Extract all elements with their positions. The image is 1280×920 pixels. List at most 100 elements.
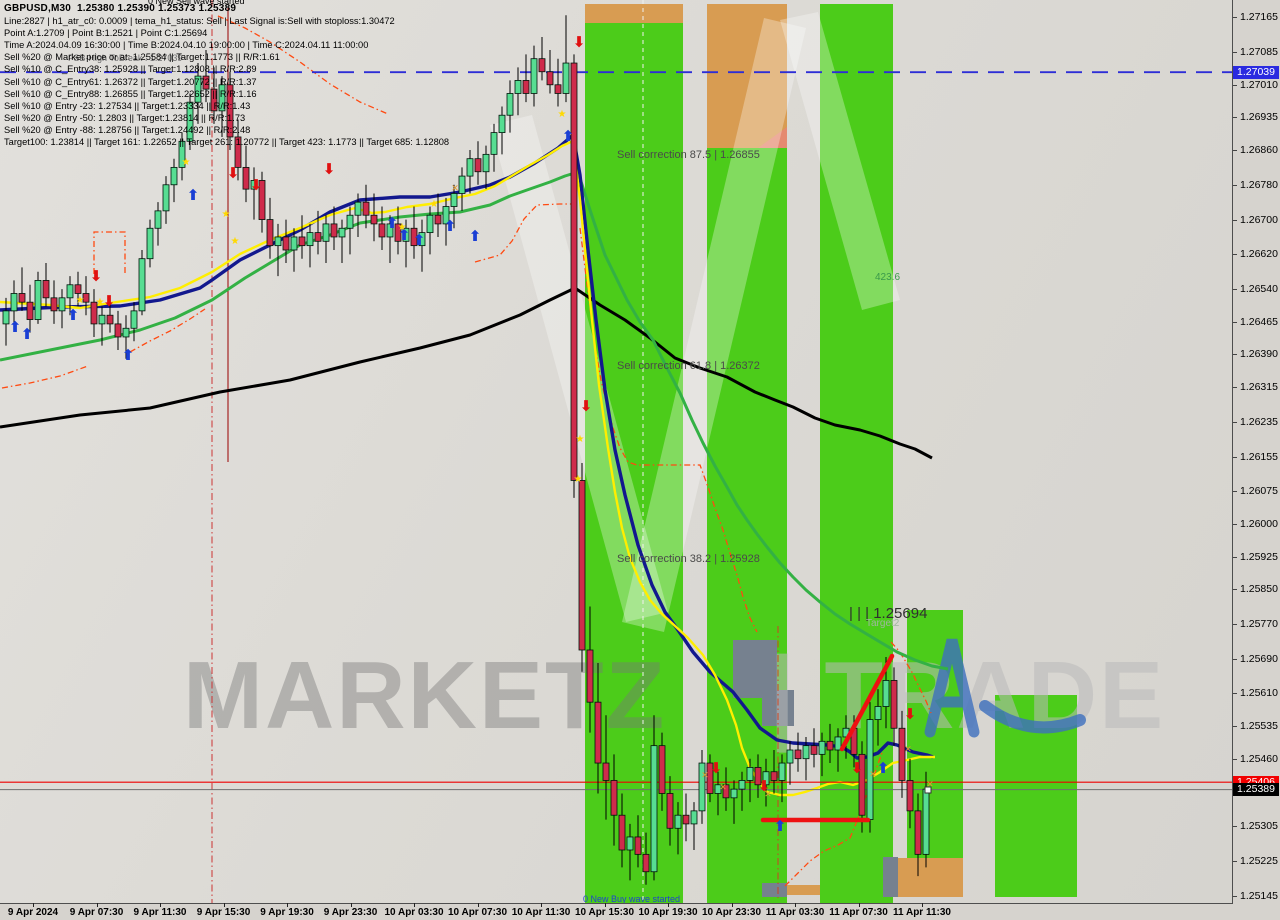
price-axis-label: 1.26935 bbox=[1240, 111, 1278, 124]
drawn-trend-lines bbox=[760, 653, 895, 823]
time-axis-tick bbox=[350, 903, 352, 907]
buy-arrow-icon: ⬆ bbox=[122, 346, 135, 364]
price-axis-tick bbox=[1233, 17, 1237, 19]
price-axis-label: 1.27085 bbox=[1240, 46, 1278, 59]
price-axis-tick bbox=[1233, 456, 1237, 458]
chart-plot-area[interactable]: MARKETZ ❘TRADE ⬇ ⬇ ⬇ ⬇ ⬇ ⬇ ⬇ ⬇ ⬇ ⬇ ⬇ ⬆ ⬆ ⬆ ⬆ ⬆ ⬆ ⬆ ⬆ ⬆ ⬆ ⬆ ⬆ ⬆ ★ ★ ★… bbox=[0, 0, 1233, 904]
buy-arrow-icon: ⬆ bbox=[398, 226, 411, 244]
price-axis-tick bbox=[1233, 895, 1237, 897]
candlestick-chart-canvas[interactable]: MARKETZ ❘TRADE⬇⬇⬇⬇⬇⬇⬇⬇⬇⬇⬇⬆ ⬆⬆⬆⬆⬆⬆ ⬆⬆⬆⬆⬆⬆★ ★★… bbox=[0, 0, 1232, 903]
time-axis-tick bbox=[668, 903, 669, 907]
current-price-badge: 1.25389 bbox=[1233, 783, 1279, 797]
time-axis-tick bbox=[858, 903, 860, 907]
price-axis-tick bbox=[1233, 150, 1237, 151]
star-signal-icon: ★ bbox=[222, 209, 231, 220]
price-axis-tick bbox=[1233, 726, 1237, 728]
time-axis-tick bbox=[96, 903, 98, 907]
star-signal-icon: ★ bbox=[96, 297, 105, 308]
price-axis-label: 1.26235 bbox=[1240, 415, 1278, 428]
price-axis-label: 1.26390 bbox=[1240, 348, 1278, 361]
price-axis-label: 1.26540 bbox=[1240, 283, 1278, 296]
price-axis-label: 1.25690 bbox=[1240, 652, 1278, 665]
price-axis-tick bbox=[1233, 117, 1237, 119]
buy-arrow-icon: ⬆ bbox=[562, 127, 575, 145]
price-axis-tick bbox=[1233, 184, 1237, 186]
time-axis-tick bbox=[477, 903, 479, 907]
buy-arrow-icon: ⬆ bbox=[444, 217, 457, 235]
price-axis-label: 1.25850 bbox=[1240, 583, 1278, 596]
time-axis-tick bbox=[287, 903, 288, 907]
price-axis-label: 1.25305 bbox=[1240, 820, 1278, 833]
time-axis[interactable]: 9 Apr 2024 9 Apr 07:30 9 Apr 11:30 9 Apr 15… bbox=[0, 903, 1280, 920]
price-axis-label: 1.26700 bbox=[1240, 213, 1278, 226]
sell-arrow-icon: ⬇ bbox=[250, 176, 263, 194]
price-axis-tick bbox=[1233, 758, 1237, 760]
buy-arrow-icon: ⬆ bbox=[469, 227, 482, 245]
price-axis[interactable]: 1.27165 1.27085 1.27010 1.26935 1.26860 1.267… bbox=[1233, 0, 1280, 903]
price-axis-label: 1.27165 bbox=[1240, 11, 1278, 24]
sell-arrow-icon: ⬇ bbox=[580, 397, 593, 415]
sell-arrow-icon: ⬇ bbox=[323, 160, 336, 178]
buy-arrow-icon: ⬆ bbox=[21, 325, 34, 343]
star-signal-icon: ★ bbox=[576, 434, 585, 445]
cross-signal-icon: ✕ bbox=[869, 770, 877, 780]
sell-arrow-icon: ⬇ bbox=[710, 759, 723, 777]
current-price-badge: 1.27039 bbox=[1233, 65, 1279, 79]
price-axis-label: 1.27010 bbox=[1240, 78, 1278, 91]
buy-arrow-icon: ⬆ bbox=[187, 186, 200, 204]
sell-arrow-icon: ⬇ bbox=[851, 759, 864, 777]
price-axis-tick bbox=[1233, 386, 1237, 388]
price-axis-label: 1.25610 bbox=[1240, 687, 1278, 700]
price-axis-label: 1.26315 bbox=[1240, 380, 1278, 393]
time-axis-tick bbox=[160, 903, 161, 907]
sell-arrow-icon: ⬇ bbox=[90, 267, 103, 285]
time-axis-label: 9 Apr 23:30 bbox=[323, 907, 378, 918]
buy-arrow-icon: ⬆ bbox=[386, 214, 399, 232]
sell-arrow-icon: ⬇ bbox=[758, 777, 771, 795]
star-signal-icon: ★ bbox=[182, 157, 191, 168]
watermark-text-left: MARKETZ bbox=[183, 642, 666, 749]
time-axis-label: 11 Apr 11:30 bbox=[892, 907, 952, 918]
star-signal-icon: ★ bbox=[231, 236, 240, 247]
sell-arrow-icon: ⬇ bbox=[573, 33, 586, 51]
price-axis-label: 1.25925 bbox=[1240, 550, 1278, 563]
time-axis-label: 11 Apr 07:30 bbox=[829, 907, 888, 918]
price-axis-tick bbox=[1233, 658, 1237, 660]
price-axis-tick bbox=[1233, 52, 1237, 54]
cross-signal-icon: ✕ bbox=[904, 745, 912, 755]
price-axis-tick bbox=[1233, 84, 1237, 86]
star-signal-icon: ★ bbox=[558, 109, 567, 120]
time-axis-label: 9 Apr 11:30 bbox=[133, 907, 187, 918]
price-axis-tick bbox=[1233, 254, 1237, 256]
cross-signal-icon: ✕ bbox=[451, 184, 459, 194]
price-axis-tick bbox=[1233, 860, 1237, 862]
price-axis-label: 1.25145 bbox=[1240, 889, 1278, 902]
price-axis-tick bbox=[1233, 693, 1237, 695]
price-axis-label: 1.25535 bbox=[1240, 720, 1278, 733]
cross-signal-icon: ✕ bbox=[701, 771, 709, 781]
time-axis-tick bbox=[731, 903, 733, 907]
candles-layer bbox=[2, 15, 930, 885]
price-axis-tick bbox=[1233, 589, 1237, 591]
star-signal-icon: ★ bbox=[76, 295, 85, 306]
time-axis-label: 9 Apr 2024 bbox=[7, 907, 59, 918]
price-axis-label: 1.25460 bbox=[1240, 752, 1278, 765]
price-axis-label: 1.26000 bbox=[1240, 517, 1278, 530]
price-axis-tick bbox=[1233, 491, 1237, 493]
cross-signal-icon: ✕ bbox=[764, 790, 772, 800]
star-signal-icon: ★ bbox=[574, 474, 583, 485]
time-axis-tick bbox=[541, 903, 542, 907]
price-axis-label: 1.25225 bbox=[1240, 854, 1278, 867]
cross-signal-icon: ✕ bbox=[719, 783, 727, 793]
time-axis-label: 9 Apr 15:30 bbox=[196, 907, 251, 918]
cross-signal-icon: ✕ bbox=[926, 780, 934, 790]
price-axis-tick bbox=[1233, 219, 1237, 221]
price-axis-tick bbox=[1233, 556, 1237, 558]
time-axis-label: 11 Apr 03:30 bbox=[765, 907, 825, 918]
time-axis-tick bbox=[223, 903, 225, 907]
price-axis-tick bbox=[1233, 523, 1237, 525]
time-axis-label: 9 Apr 07:30 bbox=[69, 907, 124, 918]
time-axis-label: 10 Apr 11:30 bbox=[511, 907, 571, 918]
price-axis-label: 1.26620 bbox=[1240, 248, 1278, 261]
